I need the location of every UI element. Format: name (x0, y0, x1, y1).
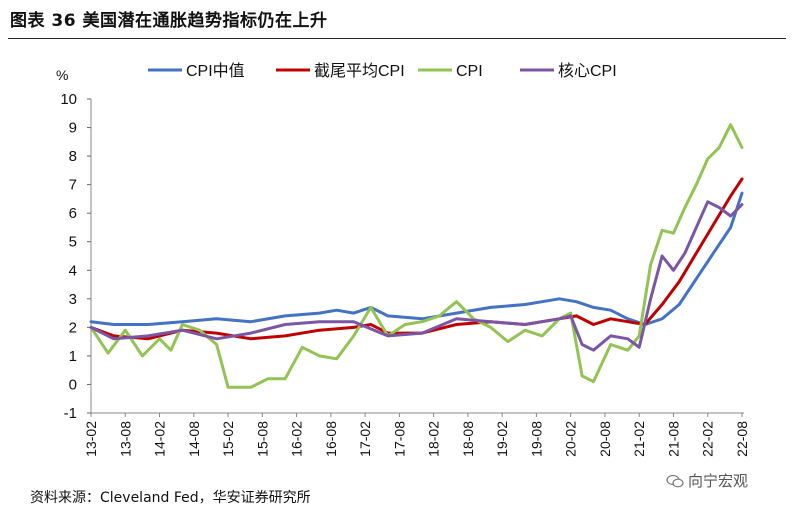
x-tick-label: 20-08 (597, 421, 613, 457)
figure-title: 图表 36 美国潜在通胀趋势指标仍在上升 (10, 11, 328, 31)
x-tick-label: 18-08 (460, 421, 476, 457)
series-lines (89, 123, 744, 389)
x-tick-label: 13-08 (117, 421, 133, 457)
y-tick-label: 8 (69, 148, 77, 165)
x-tick-label: 16-08 (323, 421, 339, 457)
x-tick-label: 13-02 (83, 421, 99, 457)
x-tick-label: 15-08 (254, 421, 270, 457)
y-tick-label: 5 (69, 234, 77, 251)
x-tick-label: 21-08 (665, 421, 681, 457)
x-tick-label: 21-02 (631, 421, 647, 457)
series-line-1 (89, 191, 744, 326)
legend-label: CPI中值 (186, 62, 245, 80)
y-tick-label: -1 (64, 405, 77, 422)
legend-label: 核心CPI (558, 62, 617, 80)
x-tick-label: 16-02 (289, 421, 305, 457)
x-tick-label: 17-08 (391, 421, 407, 457)
y-axis-label: % (56, 67, 68, 83)
series-line-2 (89, 177, 744, 341)
series-line-4 (89, 200, 744, 352)
axes (87, 98, 744, 417)
watermark: 向宁宏观 (666, 470, 748, 491)
y-tick-label: 9 (69, 120, 77, 137)
y-tick-label: 7 (69, 177, 77, 194)
y-tick-label: 3 (69, 291, 77, 308)
x-tick-label: 15-02 (220, 421, 236, 457)
y-tick-label: 6 (69, 205, 77, 222)
x-tick-label: 14-08 (186, 421, 202, 457)
y-tick-label: 2 (69, 319, 77, 336)
title-divider (8, 38, 786, 39)
line-chart: -1 0 1 2 3 4 5 6 7 8 9 10 13-02 13-08 14-02 14-08 15-02… (56, 62, 750, 457)
legend: CPI中值 截尾平均CPI CPI 核心CPI (148, 62, 617, 80)
legend-label: CPI (456, 63, 483, 80)
x-tick-label: 22-08 (734, 421, 750, 457)
x-tick-label: 19-02 (494, 421, 510, 457)
x-tick-label: 17-02 (357, 421, 373, 457)
y-tick-label: 1 (69, 348, 77, 365)
x-tick-label: 20-02 (563, 421, 579, 457)
y-tick-label: 10 (60, 91, 77, 108)
x-tick-label: 14-02 (152, 421, 168, 457)
series-line-3 (89, 123, 744, 389)
y-tick-labels: -1 0 1 2 3 4 5 6 7 8 9 10 (60, 91, 77, 422)
source-note: 资料来源：Cleveland Fed，华安证券研究所 (30, 490, 311, 506)
x-tick-label: 18-02 (426, 421, 442, 457)
watermark-text: 向宁宏观 (688, 472, 749, 490)
legend-label: 截尾平均CPI (314, 62, 405, 80)
x-tick-labels: 13-02 13-08 14-02 14-08 15-02 15-08 16-02 16-08… (83, 421, 750, 457)
chat-bubble-icon (666, 474, 684, 487)
y-tick-label: 0 (69, 376, 77, 393)
x-tick-label: 22-02 (700, 421, 716, 457)
y-tick-label: 4 (69, 262, 77, 279)
x-tick-label: 19-08 (528, 421, 544, 457)
